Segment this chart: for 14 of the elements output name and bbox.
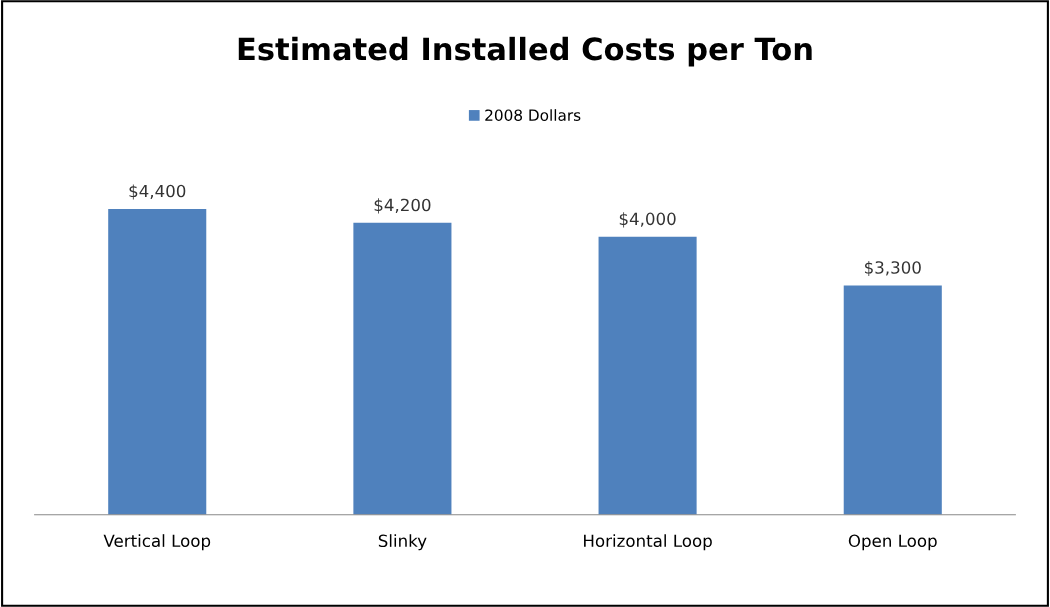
bar: [108, 208, 207, 515]
bar: [353, 222, 452, 515]
x-tick-label: Vertical Loop: [103, 534, 211, 551]
x-tick-label: Slinky: [378, 534, 427, 551]
data-label: $4,200: [374, 198, 431, 214]
legend-label: 2008 Dollars: [485, 109, 581, 121]
chart-title: Estimated Installed Costs per Ton: [238, 36, 812, 67]
data-label: $3,300: [864, 260, 921, 277]
bar: [843, 285, 942, 515]
data-label: $4,000: [619, 212, 676, 228]
bar: [598, 236, 697, 515]
x-tick-label: Open Loop: [848, 534, 937, 551]
x-tick-label: Horizontal Loop: [584, 534, 712, 551]
data-label: $4,400: [129, 184, 186, 200]
